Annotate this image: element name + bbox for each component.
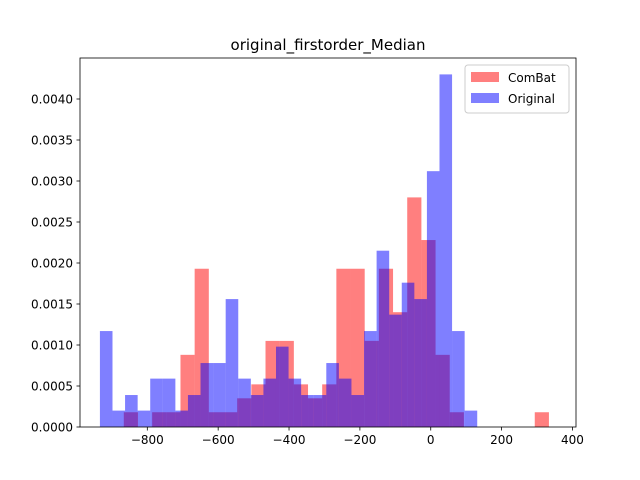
legend-label-original: Original xyxy=(508,92,555,106)
bar-original-8 xyxy=(200,363,214,427)
legend-label-combat: ComBat xyxy=(508,71,556,85)
bar-original-17 xyxy=(313,395,327,427)
bar-original-18 xyxy=(326,363,339,427)
plot-frame xyxy=(79,57,577,428)
y-tick-label: 0.0005 xyxy=(31,380,73,394)
legend-swatch-combat xyxy=(471,72,499,82)
x-tick-label: −800 xyxy=(131,433,164,447)
legend-swatch-original xyxy=(471,93,499,103)
bar-original-22 xyxy=(376,250,390,427)
y-tick-label: 0.0015 xyxy=(31,298,73,312)
y-tick-label: 0.0020 xyxy=(31,257,73,271)
y-tick-label: 0.0025 xyxy=(31,216,73,230)
bar-original-10 xyxy=(225,299,239,427)
bar-original-21 xyxy=(364,331,377,427)
bar-original-1 xyxy=(112,410,126,427)
bar-original-26 xyxy=(426,171,440,427)
bar-original-12 xyxy=(250,395,264,427)
bar-original-3 xyxy=(137,410,151,427)
bar-original-7 xyxy=(187,395,201,427)
x-tick-label: 200 xyxy=(490,433,513,447)
x-tick-label: 400 xyxy=(561,433,584,447)
y-tick-label: 0.0030 xyxy=(31,175,73,189)
x-tick-label: −200 xyxy=(343,433,376,447)
x-tick-label: 0 xyxy=(427,433,435,447)
axes: −800 −600 −400 −200 0 200 400 0.0000 0.0005 0.001… xyxy=(31,57,584,447)
bar-original-5 xyxy=(162,378,176,427)
y-tick-label: 0.0000 xyxy=(31,421,73,435)
chart-title: original_firstorder_Median xyxy=(231,36,426,55)
bar-original-0 xyxy=(99,331,113,427)
x-tick-label: −400 xyxy=(273,433,306,447)
histogram-bars xyxy=(99,74,549,428)
bar-original-6 xyxy=(175,410,188,427)
bar-original-2 xyxy=(125,395,138,427)
y-tick-label: 0.0035 xyxy=(31,134,73,148)
bar-combat-16 xyxy=(350,268,365,427)
bar-original-23 xyxy=(389,314,402,427)
bar-original-19 xyxy=(338,378,352,427)
bar-original-4 xyxy=(150,378,163,427)
bar-original-13 xyxy=(263,378,276,427)
x-tick-label: −600 xyxy=(202,433,235,447)
bar-original-16 xyxy=(301,395,314,427)
bar-original-20 xyxy=(351,395,365,427)
bar-original-14 xyxy=(275,346,289,427)
bar-original-24 xyxy=(401,282,415,427)
bar-combat-29 xyxy=(534,412,549,427)
legend: ComBat Original xyxy=(464,64,570,114)
bar-original-11 xyxy=(238,378,251,427)
bar-original-15 xyxy=(288,378,302,427)
bar-original-27 xyxy=(439,74,453,428)
bar-original-28 xyxy=(452,331,465,427)
bar-original-25 xyxy=(414,299,427,427)
bar-original-29 xyxy=(464,410,478,427)
y-tick-label: 0.0040 xyxy=(31,93,73,107)
bar-original-9 xyxy=(213,363,226,427)
y-tick-label: 0.0010 xyxy=(31,339,73,353)
